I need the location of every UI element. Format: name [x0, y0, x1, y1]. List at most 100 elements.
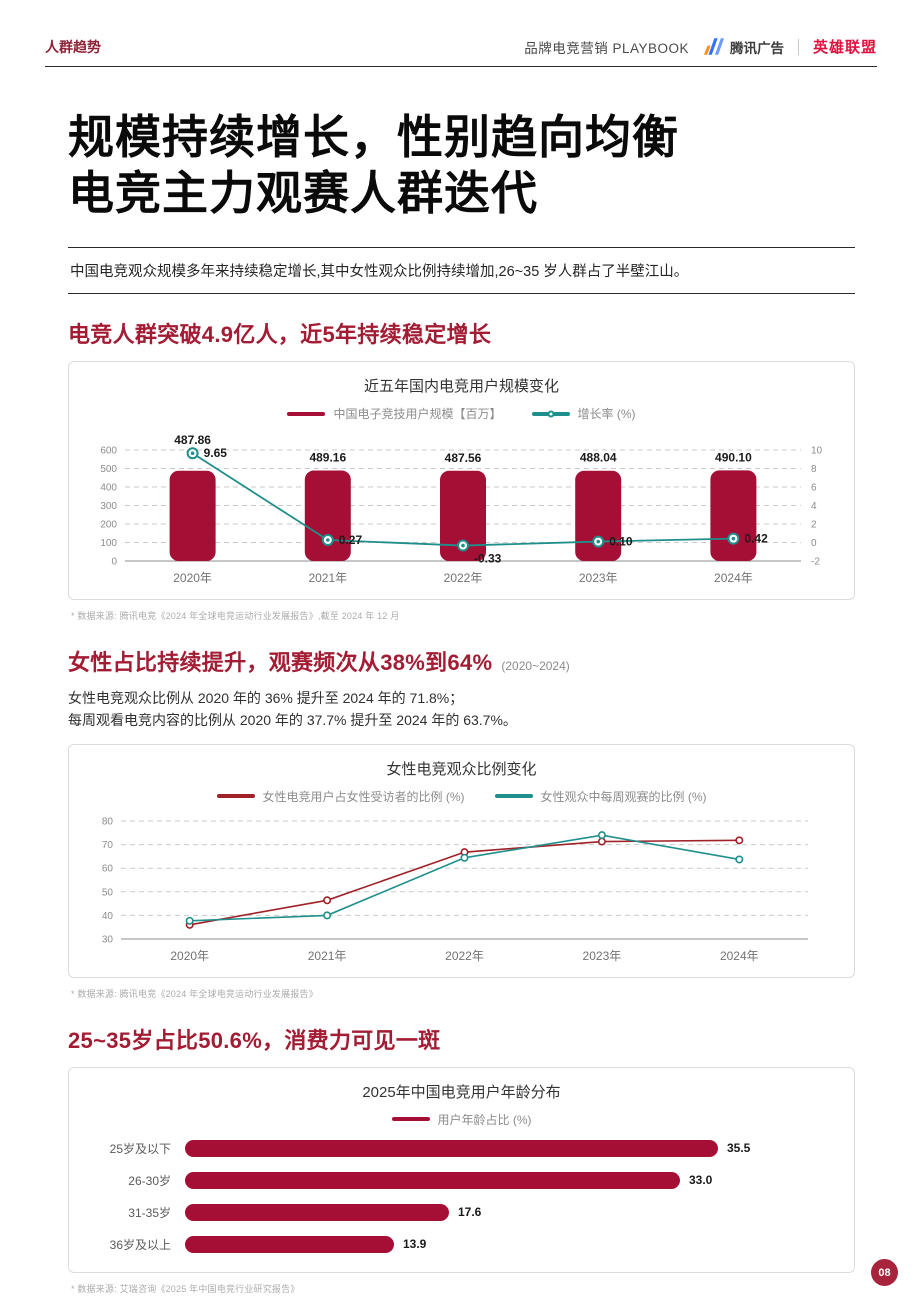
section-heading-female-text: 女性占比持续提升，观赛频次从38%到64%	[68, 650, 493, 676]
age-bar-label: 31-35岁	[128, 1205, 171, 1220]
age-bar	[185, 1235, 394, 1253]
svg-text:0.42: 0.42	[744, 532, 768, 546]
svg-text:2024年: 2024年	[720, 949, 759, 963]
svg-text:4: 4	[811, 501, 817, 512]
chart-legend-user-scale: 中国电子竞技用户规模【百万】 增长率 (%)	[69, 405, 854, 422]
svg-text:60: 60	[102, 863, 114, 874]
svg-text:490.10: 490.10	[715, 451, 752, 465]
svg-text:2020年: 2020年	[173, 571, 212, 585]
age-bar-value: 33.0	[689, 1173, 713, 1188]
page-content: 规模持续增长，性别趋向均衡 电竞主力观赛人群迭代 中国电竞观众规模多年来持续稳定…	[68, 109, 855, 1295]
svg-text:9.65: 9.65	[204, 446, 228, 460]
svg-text:-0.33: -0.33	[474, 552, 502, 566]
legend-item-bar-series: 中国电子竞技用户规模【百万】	[287, 405, 502, 422]
footnote-age: * 数据来源: 艾瑞咨询《2025 年中国电竞行业研究报告》	[71, 1283, 300, 1294]
logo-divider	[797, 38, 799, 55]
section-heading-age: 25~35岁占比50.6%，消费力可见一斑	[68, 1027, 441, 1053]
legend-item-age-share: 用户年龄占比 (%)	[391, 1111, 532, 1128]
female-ratio-line-chart: 30 40 50 60 70 80 2020年 2021年 2022年 2023年 2024年	[69, 809, 854, 972]
tencent-ads-logo-icon	[703, 38, 725, 55]
page-title: 规模持续增长，性别趋向均衡 电竞主力观赛人群迭代	[68, 109, 855, 221]
female-desc-line2: 每周观看电竞内容的比例从 2020 年的 37.7% 提升至 2024 年的 6…	[68, 711, 517, 728]
chart-card-user-scale: 近五年国内电竞用户规模变化 中国电子竞技用户规模【百万】 增长率 (%) 0 10…	[68, 361, 855, 601]
svg-text:10: 10	[811, 446, 823, 457]
legend-item-line-series: 增长率 (%)	[531, 405, 636, 422]
chart-card-age: 2025年中国电竞用户年龄分布 用户年龄占比 (%) 25岁及以下 35.5 26-…	[68, 1066, 855, 1273]
legend-item-weekly-view: 女性观众中每周观赛的比例 (%)	[494, 788, 707, 805]
section-heading-female: 女性占比持续提升，观赛频次从38%到64% (2020~2024)	[68, 645, 855, 677]
svg-text:200: 200	[100, 520, 117, 531]
svg-text:2022年: 2022年	[445, 949, 484, 963]
section-heading-female-suffix: (2020~2024)	[501, 659, 570, 674]
age-bar-label: 36岁及以上	[109, 1237, 171, 1252]
page-title-line1: 规模持续增长，性别趋向均衡	[68, 111, 679, 163]
svg-text:100: 100	[100, 538, 117, 549]
chart-card-female: 女性电竞观众比例变化 女性电竞用户占女性受访者的比例 (%) 女性观众中每周观赛…	[68, 743, 855, 978]
svg-text:40: 40	[102, 910, 114, 921]
age-bar	[185, 1171, 680, 1189]
svg-text:2023年: 2023年	[583, 949, 622, 963]
legend-item-female-share: 女性电竞用户占女性受访者的比例 (%)	[216, 788, 465, 805]
svg-text:500: 500	[100, 464, 117, 475]
svg-text:8: 8	[811, 464, 817, 475]
age-share-swatch-icon	[391, 1117, 430, 1122]
weekly-view-swatch-icon	[494, 794, 533, 799]
page-header: 人群趋势 品牌电竞营销 PLAYBOOK 腾讯广告 英雄联盟	[45, 0, 877, 67]
svg-text:489.16: 489.16	[309, 451, 346, 465]
age-bar	[185, 1139, 718, 1157]
svg-text:6: 6	[811, 483, 817, 494]
chart-title-user-scale: 近五年国内电竞用户规模变化	[363, 378, 559, 396]
svg-text:50: 50	[102, 887, 114, 898]
svg-text:2: 2	[811, 520, 817, 531]
section-heading-user-scale: 电竞人群突破4.9亿人，近5年持续稳定增长	[68, 322, 492, 348]
legend-label-bar-series: 中国电子竞技用户规模【百万】	[333, 407, 502, 422]
age-bar-row: 31-35岁 17.6	[85, 1203, 838, 1221]
svg-text:2021年: 2021年	[308, 949, 347, 963]
age-bar-label: 26-30岁	[128, 1173, 171, 1188]
svg-text:488.04: 488.04	[580, 451, 617, 465]
chart-title-age: 2025年中国电竞用户年龄分布	[362, 1083, 561, 1101]
header-right-group: 品牌电竞营销 PLAYBOOK 腾讯广告 英雄联盟	[524, 36, 877, 57]
page-title-line2: 电竞主力观赛人群迭代	[68, 167, 538, 220]
age-bar-value: 17.6	[458, 1205, 482, 1220]
chart-title-female: 女性电竞观众比例变化	[386, 760, 537, 778]
svg-text:2022年: 2022年	[444, 571, 483, 585]
female-share-swatch-icon	[216, 794, 255, 799]
svg-text:400: 400	[100, 483, 117, 494]
legend-label-age-share: 用户年龄占比 (%)	[437, 1112, 532, 1127]
age-bar-row: 25岁及以下 35.5	[85, 1139, 838, 1157]
svg-text:0: 0	[111, 557, 117, 568]
header-section-label: 人群趋势	[45, 39, 101, 55]
svg-text:0: 0	[811, 538, 817, 549]
user-scale-combo-chart: 0 100 200 300 400 500 600 -2 0 2 4 6 8 10 487.86 489.16…	[69, 426, 854, 594]
age-bar-value: 13.9	[403, 1237, 427, 1252]
legend-label-weekly-view: 女性观众中每周观赛的比例 (%)	[540, 789, 707, 804]
line-series-dot-icon	[547, 410, 554, 418]
tencent-ads-label: 腾讯广告	[729, 40, 784, 56]
female-section-description: 女性电竞观众比例从 2020 年的 36% 提升至 2024 年的 71.8%；…	[68, 688, 855, 731]
svg-text:70: 70	[102, 840, 114, 851]
footnote-user-scale: * 数据来源: 腾讯电竞《2024 年全球电竞运动行业发展报告》,截至 2024…	[71, 611, 400, 622]
doc-title: 品牌电竞营销 PLAYBOOK	[524, 40, 689, 56]
age-bar	[185, 1203, 449, 1221]
svg-text:600: 600	[100, 446, 117, 457]
line-series-swatch-icon	[531, 410, 570, 418]
age-bar-row: 26-30岁 33.0	[85, 1171, 838, 1189]
svg-text:2023年: 2023年	[579, 571, 618, 585]
page-number-badge: 08	[871, 1259, 898, 1286]
age-bar-value: 35.5	[727, 1141, 751, 1156]
svg-text:2020年: 2020年	[170, 949, 209, 963]
svg-text:2021年: 2021年	[308, 571, 347, 585]
footnote-female: * 数据来源: 腾讯电竞《2024 年全球电竞运动行业发展报告》	[71, 988, 318, 999]
legend-label-female-share: 女性电竞用户占女性受访者的比例 (%)	[262, 789, 465, 804]
svg-text:2024年: 2024年	[714, 571, 753, 585]
svg-text:487.56: 487.56	[445, 451, 482, 465]
intro-paragraph: 中国电竞观众规模多年来持续稳定增长,其中女性观众比例持续增加,26~35 岁人群…	[68, 247, 855, 295]
tencent-ads-logo: 腾讯广告	[703, 37, 784, 57]
chart-legend-female: 女性电竞用户占女性受访者的比例 (%) 女性观众中每周观赛的比例 (%)	[69, 788, 854, 805]
svg-text:-2: -2	[811, 557, 820, 568]
league-of-legends-logo: 英雄联盟	[812, 39, 877, 56]
svg-text:80: 80	[102, 816, 114, 827]
age-bar-row: 36岁及以上 13.9	[85, 1235, 838, 1253]
